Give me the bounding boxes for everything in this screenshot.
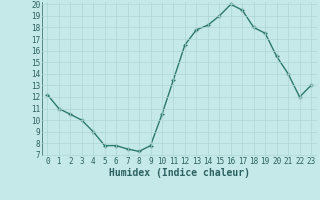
X-axis label: Humidex (Indice chaleur): Humidex (Indice chaleur) bbox=[109, 168, 250, 178]
